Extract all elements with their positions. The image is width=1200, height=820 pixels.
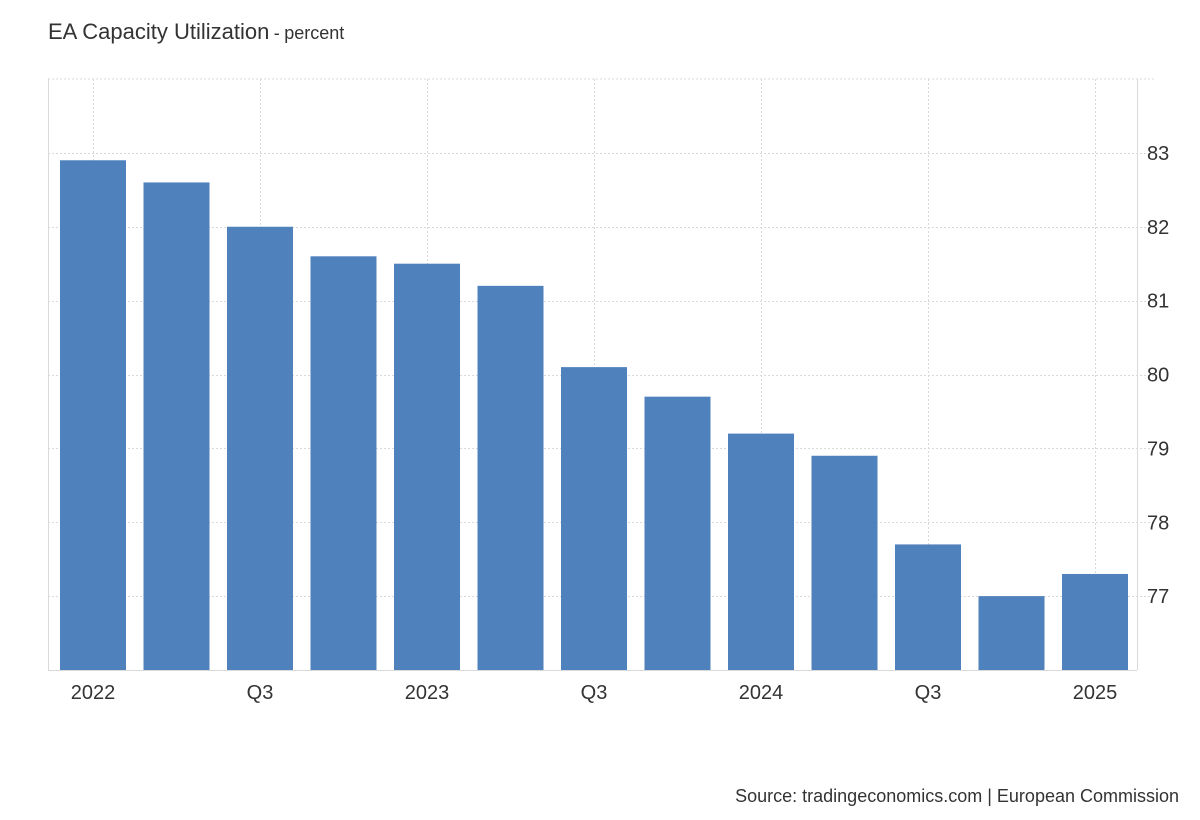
bar bbox=[561, 367, 627, 670]
chart-title: EA Capacity Utilization bbox=[48, 19, 270, 44]
y-tick-label: 79 bbox=[1147, 438, 1169, 460]
y-tick-label: 78 bbox=[1147, 512, 1169, 534]
title-separator: - bbox=[273, 23, 280, 43]
x-tick-label: 2024 bbox=[739, 682, 784, 704]
x-tick-label: 2022 bbox=[71, 682, 116, 704]
y-tick-label: 80 bbox=[1147, 365, 1169, 387]
y-tick-label: 81 bbox=[1147, 291, 1169, 313]
bar bbox=[895, 544, 961, 670]
bar bbox=[811, 455, 878, 670]
bar bbox=[394, 263, 460, 670]
x-tick-label: 2023 bbox=[405, 682, 450, 704]
bar bbox=[477, 285, 544, 670]
chart-title-block: EA Capacity Utilization - percent bbox=[48, 19, 344, 45]
x-tick-label: Q3 bbox=[247, 682, 274, 704]
y-tick-label: 82 bbox=[1147, 217, 1169, 239]
chart-unit: percent bbox=[284, 23, 345, 43]
tick-labels: 77 78 79 80 81 82 83 2022 Q3 2023 Q3 2024 Q3 2025 bbox=[71, 143, 1170, 704]
x-tick-label: Q3 bbox=[915, 682, 942, 704]
bar bbox=[60, 160, 126, 670]
bar bbox=[1062, 573, 1128, 670]
x-tick-label: 2025 bbox=[1073, 682, 1118, 704]
axes bbox=[48, 79, 1138, 671]
source-note: Source: tradingeconomics.com | European … bbox=[735, 786, 1179, 806]
bars bbox=[60, 160, 1128, 671]
y-tick-label: 77 bbox=[1147, 586, 1169, 608]
bar bbox=[143, 182, 210, 671]
bar bbox=[310, 256, 377, 670]
bar bbox=[644, 396, 711, 670]
bar bbox=[227, 226, 293, 670]
y-tick-label: 83 bbox=[1147, 143, 1169, 165]
bar bbox=[728, 433, 794, 670]
bar bbox=[978, 596, 1045, 670]
x-tick-label: Q3 bbox=[581, 682, 608, 704]
